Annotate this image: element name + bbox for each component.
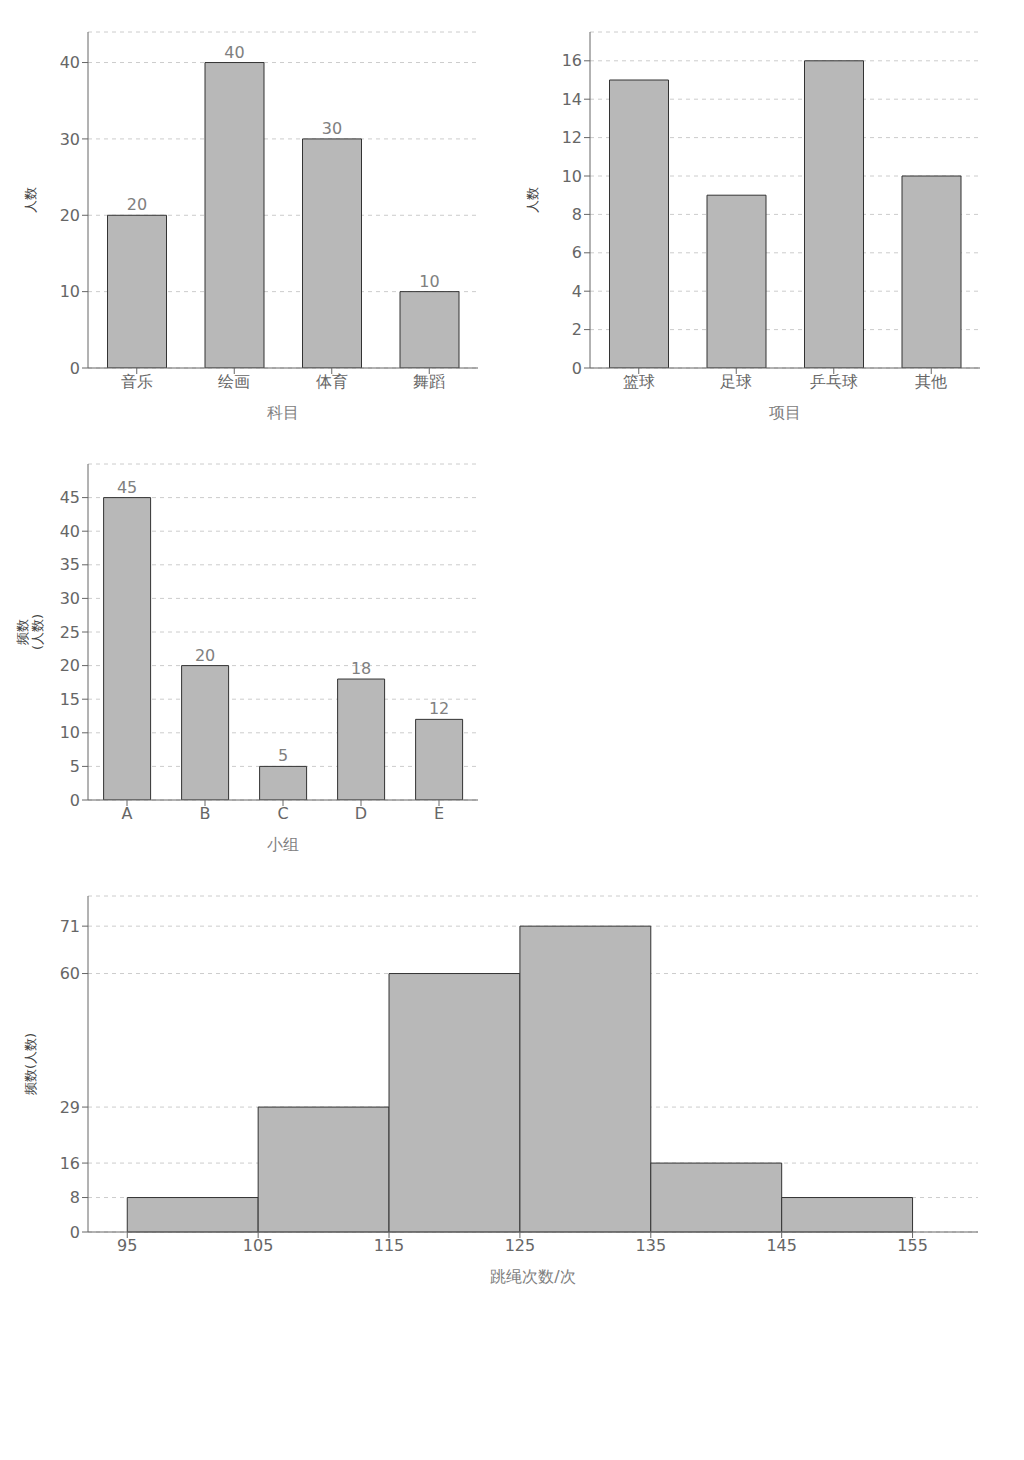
svg-text:10: 10 (562, 167, 582, 186)
svg-text:D: D (355, 804, 367, 823)
svg-text:0: 0 (572, 359, 582, 378)
svg-text:71: 71 (60, 917, 80, 936)
svg-text:4: 4 (572, 282, 582, 301)
svg-text:E: E (434, 804, 444, 823)
svg-text:6: 6 (572, 243, 582, 262)
svg-text:频数(人数): 频数(人数) (15, 614, 46, 650)
svg-text:10: 10 (60, 723, 80, 742)
svg-text:8: 8 (572, 205, 582, 224)
svg-text:45: 45 (60, 488, 80, 507)
svg-text:30: 30 (322, 119, 342, 138)
svg-text:10: 10 (419, 272, 439, 291)
svg-text:10: 10 (60, 282, 80, 301)
svg-text:2: 2 (572, 320, 582, 339)
svg-text:16: 16 (60, 1154, 80, 1173)
svg-text:115: 115 (374, 1236, 405, 1255)
svg-text:14: 14 (562, 90, 582, 109)
svg-text:15: 15 (60, 690, 80, 709)
svg-text:小组: 小组 (267, 835, 299, 854)
svg-text:25: 25 (60, 623, 80, 642)
svg-text:足球: 足球 (720, 372, 752, 391)
svg-text:40: 40 (224, 43, 244, 62)
svg-text:0: 0 (70, 359, 80, 378)
svg-text:乒乓球: 乒乓球 (810, 372, 858, 391)
svg-text:篮球: 篮球 (623, 372, 655, 391)
svg-text:频数(人数): 频数(人数) (23, 1033, 38, 1095)
svg-text:跳绳次数/次: 跳绳次数/次 (490, 1267, 575, 1286)
svg-text:绘画: 绘画 (218, 372, 250, 391)
svg-text:125: 125 (505, 1236, 536, 1255)
svg-text:40: 40 (60, 522, 80, 541)
svg-text:B: B (200, 804, 211, 823)
svg-text:科目: 科目 (267, 403, 299, 422)
svg-text:16: 16 (562, 51, 582, 70)
svg-text:12: 12 (562, 128, 582, 147)
svg-text:20: 20 (195, 646, 215, 665)
svg-text:8: 8 (70, 1188, 80, 1207)
svg-text:12: 12 (429, 699, 449, 718)
svg-text:音乐: 音乐 (121, 372, 153, 391)
svg-text:人数: 人数 (23, 187, 38, 213)
svg-text:35: 35 (60, 555, 80, 574)
svg-text:体育: 体育 (316, 372, 348, 391)
svg-text:135: 135 (636, 1236, 667, 1255)
svg-text:40: 40 (60, 53, 80, 72)
svg-text:20: 20 (60, 206, 80, 225)
svg-text:20: 20 (60, 656, 80, 675)
svg-text:60: 60 (60, 964, 80, 983)
svg-text:人数: 人数 (525, 187, 540, 213)
svg-text:C: C (277, 804, 288, 823)
svg-text:A: A (122, 804, 133, 823)
svg-text:其他: 其他 (915, 372, 947, 391)
svg-text:舞蹈: 舞蹈 (413, 372, 445, 391)
svg-text:145: 145 (766, 1236, 797, 1255)
svg-text:0: 0 (70, 1223, 80, 1242)
svg-text:105: 105 (243, 1236, 274, 1255)
svg-text:155: 155 (897, 1236, 928, 1255)
svg-text:30: 30 (60, 589, 80, 608)
svg-text:18: 18 (351, 659, 371, 678)
svg-text:20: 20 (127, 195, 147, 214)
svg-text:45: 45 (117, 478, 137, 497)
svg-text:5: 5 (278, 746, 288, 765)
svg-text:95: 95 (117, 1236, 137, 1255)
svg-text:0: 0 (70, 791, 80, 810)
svg-text:5: 5 (70, 757, 80, 776)
svg-text:30: 30 (60, 130, 80, 149)
svg-text:29: 29 (60, 1098, 80, 1117)
svg-text:项目: 项目 (769, 403, 801, 422)
